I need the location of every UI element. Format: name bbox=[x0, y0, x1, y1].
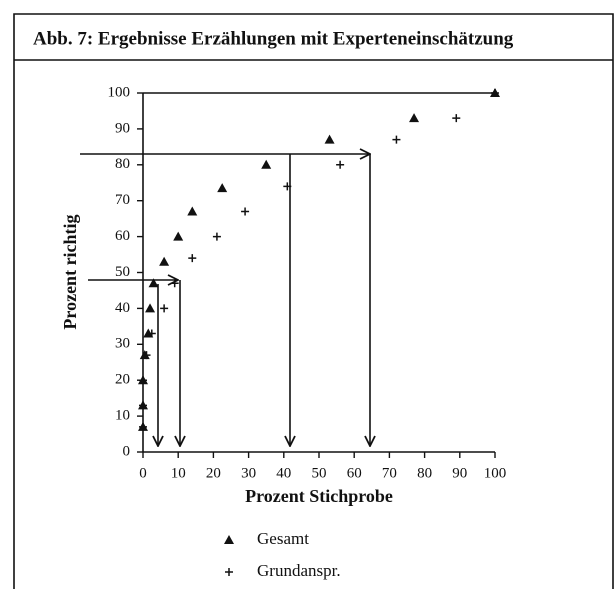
x-tick-label: 10 bbox=[171, 465, 186, 481]
point bbox=[187, 206, 198, 216]
y-tick-label: 50 bbox=[115, 264, 130, 280]
point bbox=[392, 135, 401, 144]
y-tick-label: 60 bbox=[115, 228, 130, 244]
point bbox=[188, 254, 197, 263]
y-tick-label: 20 bbox=[115, 372, 130, 388]
legend-label: Grundanspr. bbox=[257, 561, 341, 580]
x-tick-label: 20 bbox=[206, 465, 221, 481]
point bbox=[139, 422, 147, 431]
y-tick-label: 100 bbox=[108, 84, 131, 100]
y-tick-label: 70 bbox=[115, 192, 130, 208]
point bbox=[324, 134, 335, 144]
point bbox=[147, 329, 156, 338]
x-tick-label: 30 bbox=[241, 465, 256, 481]
point bbox=[336, 160, 345, 169]
y-tick-label: 10 bbox=[115, 408, 130, 424]
x-tick-label: 60 bbox=[347, 465, 362, 481]
point bbox=[139, 401, 147, 410]
point bbox=[283, 182, 292, 191]
legend-label: Gesamt bbox=[257, 529, 309, 548]
point bbox=[148, 278, 159, 288]
x-tick-label: 50 bbox=[312, 465, 327, 481]
y-tick-label: 80 bbox=[115, 156, 130, 172]
legend-marker bbox=[225, 568, 233, 576]
point bbox=[170, 279, 179, 288]
x-tick-label: 80 bbox=[417, 465, 432, 481]
point bbox=[142, 351, 151, 360]
y-tick-label: 40 bbox=[115, 300, 130, 316]
legend-marker bbox=[224, 535, 234, 544]
y-tick-label: 30 bbox=[115, 336, 130, 352]
x-tick-label: 0 bbox=[139, 465, 147, 481]
point bbox=[217, 183, 228, 193]
y-tick-label: 0 bbox=[123, 443, 131, 459]
chart-title: Abb. 7: Ergebnisse Erzählungen mit Exper… bbox=[33, 28, 514, 49]
point bbox=[261, 159, 272, 169]
x-tick-label: 70 bbox=[382, 465, 397, 481]
point bbox=[159, 256, 170, 266]
point bbox=[160, 304, 169, 313]
annotation-arrows bbox=[80, 154, 370, 446]
point bbox=[452, 114, 461, 123]
point bbox=[491, 89, 499, 97]
x-tick-label: 40 bbox=[276, 465, 291, 481]
point bbox=[241, 207, 250, 216]
x-tick-label: 100 bbox=[484, 465, 507, 481]
point bbox=[173, 231, 184, 241]
x-axis-label: Prozent Stichprobe bbox=[245, 486, 393, 506]
y-tick-label: 90 bbox=[115, 120, 130, 136]
point bbox=[145, 303, 156, 313]
frame bbox=[13, 13, 614, 589]
point bbox=[409, 113, 420, 123]
x-tick-label: 90 bbox=[452, 465, 467, 481]
y-axis-label: Prozent richtig bbox=[60, 214, 80, 329]
point bbox=[212, 232, 221, 241]
point bbox=[139, 376, 147, 385]
